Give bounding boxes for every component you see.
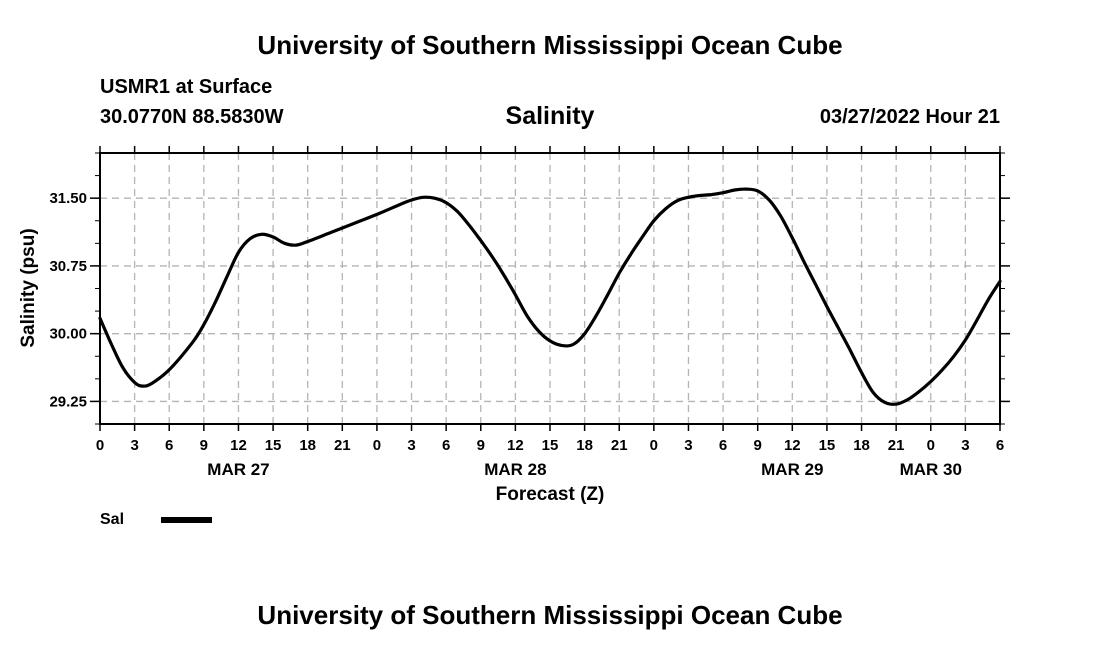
- series-line-sal: [98, 187, 1002, 406]
- x-tick-label: 6: [996, 437, 1004, 454]
- x-date-label: MAR 30: [900, 460, 962, 479]
- y-tick-label: 29.25: [49, 393, 87, 410]
- x-tick-label: 3: [130, 437, 138, 454]
- chart-axes: 0 3 6 9 12 15 18 21 0 3 6 9 12 15 18 21 0 3 6 9 12 15 18 21 0 3 6 2…: [49, 146, 1010, 479]
- chart-grid: [100, 153, 1000, 424]
- x-tick-label: 21: [611, 437, 628, 454]
- x-tick-label: 3: [961, 437, 969, 454]
- x-tick-label: 9: [754, 437, 762, 454]
- x-tick-label: 18: [299, 437, 316, 454]
- x-tick-label: 0: [927, 437, 935, 454]
- y-tick-label: 30.75: [49, 258, 87, 275]
- legend-label-sal: Sal: [100, 511, 125, 528]
- x-date-label: MAR 27: [207, 460, 269, 479]
- page-title-top: University of Southern Mississippi Ocean…: [257, 30, 843, 60]
- station-coordinates: 30.0770N 88.5830W: [100, 106, 284, 128]
- x-tick-label: 6: [165, 437, 173, 454]
- x-tick-label: 3: [684, 437, 692, 454]
- chart-series: [98, 187, 1002, 406]
- x-axis-label: Forecast (Z): [496, 484, 605, 505]
- x-tick-label: 0: [96, 437, 104, 454]
- x-date-label: MAR 29: [761, 460, 823, 479]
- y-axis-label: Salinity (psu): [18, 228, 39, 347]
- x-tick-label: 9: [200, 437, 208, 454]
- x-tick-label: 18: [853, 437, 870, 454]
- x-tick-label: 3: [407, 437, 415, 454]
- x-tick-label: 6: [442, 437, 450, 454]
- forecast-timestamp: 03/27/2022 Hour 21: [819, 106, 1000, 128]
- x-tick-label: 12: [230, 437, 247, 454]
- x-tick-label: 9: [477, 437, 485, 454]
- x-tick-label: 0: [650, 437, 658, 454]
- x-tick-label: 15: [265, 437, 282, 454]
- x-tick-label: 15: [819, 437, 836, 454]
- y-tick-label: 30.00: [49, 326, 87, 343]
- chart-title: Salinity: [505, 102, 595, 130]
- x-tick-label: 21: [888, 437, 905, 454]
- page-title-bottom: University of Southern Mississippi Ocean…: [257, 600, 843, 630]
- y-tick-label: 31.50: [49, 190, 87, 207]
- x-date-label: MAR 28: [484, 460, 546, 479]
- x-tick-label: 12: [507, 437, 524, 454]
- x-tick-label: 18: [576, 437, 593, 454]
- x-tick-label: 12: [784, 437, 801, 454]
- x-tick-label: 6: [719, 437, 727, 454]
- legend-swatch-sal: [161, 517, 212, 523]
- x-tick-label: 15: [542, 437, 559, 454]
- x-tick-label: 0: [373, 437, 381, 454]
- x-tick-label: 21: [334, 437, 351, 454]
- station-name: USMR1 at Surface: [100, 76, 273, 98]
